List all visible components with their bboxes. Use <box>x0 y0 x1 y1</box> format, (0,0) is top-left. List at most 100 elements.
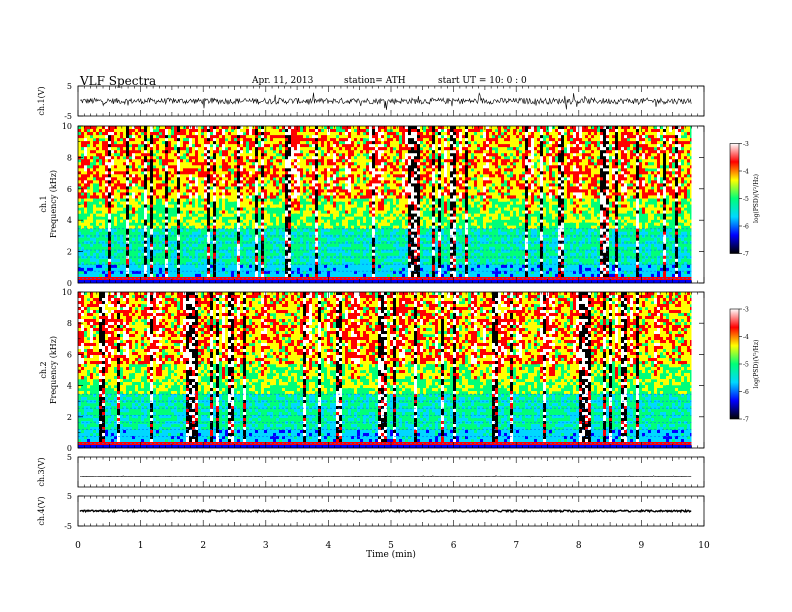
heat-cell-1 <box>378 216 381 220</box>
heat-cell-1 <box>213 201 216 205</box>
heat-cell-1 <box>294 234 297 238</box>
heat-cell-1 <box>318 192 321 196</box>
heat-cell-1 <box>240 231 243 235</box>
heat-cell-1 <box>129 141 132 145</box>
heat-cell-1 <box>117 141 120 145</box>
heat-cell-1 <box>150 270 153 275</box>
heat-cell-1 <box>111 277 114 281</box>
heat-cell-1 <box>396 246 399 251</box>
heat-cell-1 <box>156 195 159 199</box>
heat-cell-1 <box>117 126 120 130</box>
heat-cell-1 <box>156 222 159 226</box>
heat-cell-1 <box>330 246 333 251</box>
heat-cell-1 <box>306 210 309 214</box>
heat-cell-1 <box>237 195 240 199</box>
heat-cell-1 <box>144 138 147 142</box>
heat-cell-1 <box>261 255 264 260</box>
heat-cell-1 <box>81 141 84 145</box>
heat-cell-1 <box>390 156 393 160</box>
heat-cell-1 <box>234 280 237 284</box>
heat-cell-1 <box>210 231 213 235</box>
heat-cell-1 <box>192 273 195 278</box>
heat-cell-1 <box>120 195 123 199</box>
heat-cell-1 <box>294 267 297 272</box>
heat-cell-1 <box>267 144 270 148</box>
heat-cell-1 <box>240 126 243 130</box>
heat-cell-1 <box>312 198 315 202</box>
heat-cell-1 <box>84 138 87 142</box>
heat-cell-1 <box>126 280 129 284</box>
heat-cell-1 <box>390 249 393 254</box>
heat-cell-1 <box>330 168 333 172</box>
heat-cell-1 <box>318 246 321 251</box>
heat-cell-1 <box>399 168 402 172</box>
heat-cell-1 <box>249 147 252 151</box>
heat-cell-1 <box>207 195 210 199</box>
heat-cell-1 <box>81 267 84 272</box>
heat-cell-1 <box>195 258 198 263</box>
heat-cell-1 <box>156 156 159 160</box>
heat-cell-1 <box>357 138 360 142</box>
heat-cell-1 <box>147 267 150 272</box>
heat-cell-1 <box>120 168 123 172</box>
heat-cell-1 <box>267 261 270 266</box>
heat-cell-1 <box>123 150 126 154</box>
heat-cell-1 <box>144 177 147 181</box>
heat-cell-1 <box>195 198 198 202</box>
heat-cell-1 <box>90 183 93 187</box>
heat-cell-1 <box>108 219 111 223</box>
heat-cell-1 <box>375 189 378 193</box>
heat-cell-1 <box>114 204 117 208</box>
heat-cell-1 <box>282 273 285 278</box>
heat-cell-1 <box>315 195 318 199</box>
heat-cell-1 <box>210 159 213 163</box>
heat-cell-1 <box>228 174 231 178</box>
heat-cell-1 <box>84 240 87 244</box>
heat-cell-1 <box>114 277 117 281</box>
heat-cell-1 <box>198 129 201 133</box>
heat-cell-1 <box>138 246 141 251</box>
heat-cell-1 <box>240 144 243 148</box>
heat-cell-1 <box>372 243 375 248</box>
heat-cell-1 <box>114 159 117 163</box>
heat-cell-1 <box>309 258 312 263</box>
heat-cell-1 <box>153 174 156 178</box>
heat-cell-1 <box>87 171 90 175</box>
heat-cell-1 <box>189 156 192 160</box>
heat-cell-1 <box>192 195 195 199</box>
heat-cell-1 <box>324 234 327 238</box>
heat-cell-1 <box>213 231 216 235</box>
heat-cell-1 <box>207 280 210 284</box>
heat-cell-1 <box>171 219 174 223</box>
heat-cell-1 <box>405 252 408 257</box>
heat-cell-1 <box>180 219 183 223</box>
heat-cell-1 <box>201 255 204 260</box>
heat-cell-1 <box>126 198 129 202</box>
heat-cell-1 <box>78 141 81 145</box>
heat-cell-1 <box>345 168 348 172</box>
heat-cell-1 <box>138 162 141 166</box>
heat-cell-1 <box>165 168 168 172</box>
heat-cell-1 <box>297 168 300 172</box>
heat-cell-1 <box>102 171 105 175</box>
heat-cell-1 <box>369 150 372 154</box>
heat-cell-1 <box>252 189 255 193</box>
heat-cell-1 <box>183 150 186 154</box>
heat-cell-1 <box>288 270 291 275</box>
heat-cell-1 <box>111 183 114 187</box>
heat-cell-1 <box>213 213 216 217</box>
heat-cell-1 <box>222 270 225 275</box>
heat-cell-1 <box>240 216 243 220</box>
heat-cell-1 <box>396 189 399 193</box>
heat-cell-1 <box>126 249 129 254</box>
heat-cell-1 <box>213 129 216 133</box>
heat-cell-1 <box>201 141 204 145</box>
heat-cell-1 <box>147 189 150 193</box>
heat-cell-1 <box>402 246 405 251</box>
heat-cell-1 <box>249 204 252 208</box>
heat-cell-1 <box>246 231 249 235</box>
heat-cell-1 <box>321 243 324 248</box>
heat-cell-1 <box>99 177 102 181</box>
heat-cell-1 <box>405 231 408 235</box>
heat-cell-1 <box>108 267 111 272</box>
